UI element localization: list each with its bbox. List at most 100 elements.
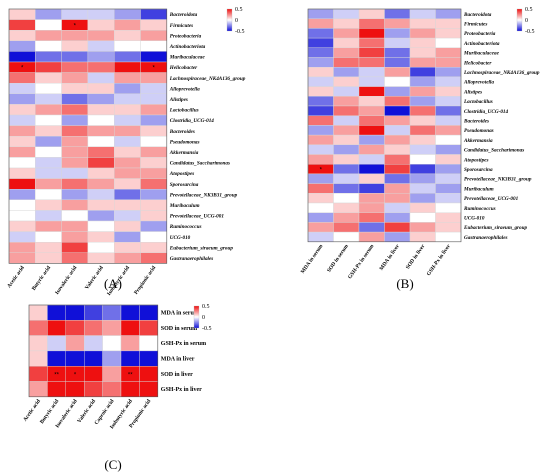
- heatmap-cell: [61, 231, 89, 243]
- heatmap-cell: [409, 125, 436, 136]
- row-label: Muribaculum: [463, 186, 494, 192]
- heatmap-cell: [87, 252, 115, 264]
- heatmap-cell: [35, 8, 62, 20]
- heatmap-cell: [435, 202, 462, 213]
- heatmap-panel-a: * * * Bacteroidota Firmicutes Proteobacteria…: [6, 7, 245, 297]
- row-label: Bacteroides: [169, 129, 195, 135]
- heatmap-cell: [435, 125, 462, 136]
- column-label: Propionic acid: [133, 265, 157, 296]
- heatmap-cell: [87, 241, 115, 253]
- heatmap-cell: [358, 202, 385, 213]
- heatmap-cell: [333, 154, 360, 165]
- column-label: GSH-Px in liver: [426, 243, 452, 277]
- row-label: Bacteroides: [463, 118, 489, 124]
- heatmap-cell: [35, 40, 62, 52]
- heatmap-cell: [333, 57, 360, 68]
- heatmap-cell: [87, 167, 115, 179]
- heatmap-cell: [87, 210, 115, 222]
- heatmap-b-row-labels: Bacteroidota Firmicutes Proteobacteria Acti…: [463, 12, 540, 241]
- heatmap-cell: [435, 57, 462, 68]
- heatmap-cell: [307, 47, 334, 58]
- row-label: Atopostipes: [169, 171, 195, 177]
- row-label: Actinobacteriota: [169, 44, 206, 50]
- heatmap-cell: [102, 381, 122, 398]
- heatmap-cell: [384, 115, 411, 126]
- heatmap-cell: [61, 210, 89, 222]
- panel-label-a: (A): [104, 276, 122, 291]
- heatmap-cell: [333, 86, 360, 97]
- heatmap-cell: [333, 115, 360, 126]
- heatmap-cell: [87, 135, 115, 147]
- heatmap-cell: [358, 8, 385, 19]
- heatmap-cell: [47, 350, 67, 367]
- heatmap-cell: [333, 105, 360, 116]
- heatmap-cell: [140, 104, 167, 116]
- legend-tick-label: -0.5: [525, 29, 535, 35]
- legend-tick-label: 0: [235, 18, 238, 24]
- heatmap-cell: [384, 183, 411, 194]
- heatmap-cell: [120, 320, 140, 336]
- heatmap-c-legend: 0.5 0 -0.5: [193, 304, 212, 332]
- heatmap-cell: [35, 19, 62, 31]
- heatmap-cell: [113, 114, 141, 126]
- legend-tick-label: 0.5: [235, 7, 243, 13]
- heatmap-cell: [140, 231, 167, 243]
- heatmap-cell: [435, 96, 462, 107]
- heatmap-cell: [35, 252, 62, 264]
- significance-marker: **: [54, 372, 59, 378]
- heatmap-c-row-labels: MDA in serum SOD in serum GSH-Px in serum M…: [161, 311, 206, 394]
- heatmap-cell: [8, 178, 36, 190]
- heatmap-cell: [307, 37, 334, 48]
- heatmap-cell: [102, 366, 122, 382]
- legend-color-bar: [193, 305, 200, 329]
- heatmap-cell: [61, 61, 89, 73]
- heatmap-cell: [113, 178, 141, 190]
- heatmap-cell: [384, 202, 411, 213]
- heatmap-cell: [61, 167, 89, 179]
- heatmap-cell: [435, 231, 462, 243]
- row-label: Sporosarcina: [464, 167, 493, 173]
- heatmap-cell: [384, 144, 411, 155]
- heatmap-cell: [113, 72, 141, 84]
- heatmap-cell: [35, 114, 62, 126]
- heatmap-cell: [333, 8, 360, 19]
- legend-tick-label: -0.5: [202, 326, 212, 332]
- heatmap-cell: [8, 188, 36, 200]
- heatmap-cell: [35, 199, 62, 211]
- heatmap-cell: [87, 30, 115, 42]
- heatmap-cell: [307, 154, 334, 165]
- heatmap-cell: [8, 210, 36, 222]
- heatmap-cell: [113, 167, 141, 179]
- heatmap-cell: [8, 82, 36, 94]
- heatmap-cell: [384, 28, 411, 39]
- row-label: Ruminococcus: [170, 224, 202, 230]
- heatmap-cell: [87, 157, 115, 169]
- heatmap-cell: [83, 335, 103, 352]
- heatmap-cell: [435, 18, 462, 29]
- panel-label-c: (C): [104, 457, 121, 472]
- heatmap-cell: [435, 8, 462, 19]
- heatmap-cell: [358, 96, 385, 107]
- heatmap-cell: [307, 193, 334, 204]
- heatmap-cell: [358, 222, 385, 233]
- heatmap-cell: [307, 57, 334, 68]
- heatmap-cell: [435, 144, 462, 155]
- heatmap-cell: [35, 241, 62, 253]
- heatmap-cell: [384, 222, 411, 233]
- heatmap-cell: [333, 134, 360, 146]
- heatmap-cell: [409, 18, 436, 29]
- heatmap-cell: [120, 350, 140, 367]
- heatmap-cell: [113, 135, 141, 147]
- heatmap-cell: [8, 220, 36, 232]
- heatmap-border: [8, 8, 168, 264]
- row-label: SOD in liver: [161, 372, 193, 378]
- heatmap-cell: [8, 199, 36, 211]
- heatmap-cell: [384, 231, 411, 243]
- heatmap-cell: [384, 76, 411, 87]
- heatmap-cell: [140, 30, 167, 42]
- heatmap-cell: [358, 163, 385, 175]
- heatmap-cell: [384, 125, 411, 136]
- heatmap-cell: [409, 154, 436, 165]
